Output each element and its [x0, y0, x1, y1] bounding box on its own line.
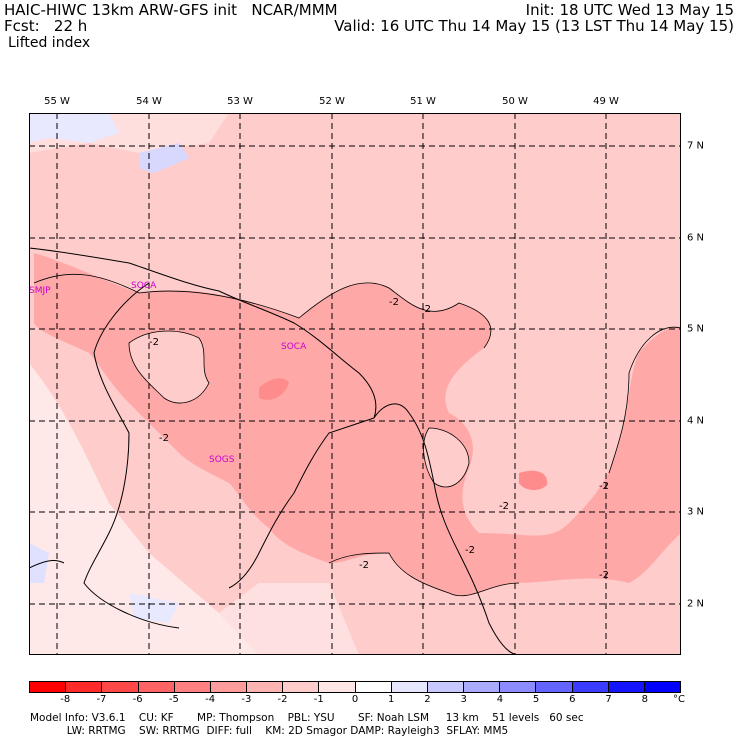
contour-label: -2	[499, 501, 509, 512]
colorbar-swatch	[427, 682, 465, 692]
colorbar-swatch	[644, 682, 681, 692]
lon-label: 51 W	[410, 96, 436, 107]
colorbar-tick-label: -1	[313, 694, 324, 705]
contour-label: -2	[599, 481, 609, 492]
colorbar-swatch	[283, 682, 320, 692]
contour-label: -2	[421, 304, 431, 315]
station-label: SOCA	[131, 281, 157, 291]
model-title: HAIC-HIWC 13km ARW-GFS init NCAR/MMM	[4, 1, 338, 19]
colorbar-unit: °C	[673, 694, 685, 705]
contour-label: -2	[465, 545, 475, 556]
colorbar-swatch	[30, 682, 67, 692]
contour-label: -2	[159, 433, 169, 444]
lon-label: 55 W	[44, 96, 70, 107]
lat-label: 5 N	[687, 323, 705, 335]
colorbar-swatch	[572, 682, 609, 692]
colorbar-swatch	[608, 682, 645, 692]
colorbar-swatch	[102, 682, 139, 692]
lat-label: 4 N	[687, 415, 705, 427]
contour-label: -2	[389, 297, 399, 308]
contour-label: -2	[149, 337, 159, 348]
colorbar-tick-label: -3	[241, 694, 252, 705]
colorbar-swatch	[391, 682, 428, 692]
colorbar-tick-label: -8	[60, 694, 71, 705]
colorbar-swatch	[210, 682, 248, 692]
lat-label: 7 N	[687, 140, 705, 152]
shade-region	[219, 583, 359, 655]
shade-region	[129, 331, 209, 403]
colorbar-tick-label: 6	[569, 694, 576, 705]
lat-label: 3 N	[687, 506, 705, 518]
colorbar-swatch	[138, 682, 175, 692]
colorbar-tick-label: 0	[351, 694, 359, 705]
colorbar-swatch	[174, 682, 211, 692]
field-name: Lifted index	[8, 35, 91, 51]
lon-label: 53 W	[227, 96, 253, 107]
colorbar-swatch	[500, 682, 537, 692]
colorbar-swatch	[536, 682, 573, 692]
colorbar-tick-label: 2	[424, 694, 431, 705]
lifted-index-map: SMJP SOCA SOCA SOGS -2 -2 -2 -2 -2 -2 -2…	[29, 113, 681, 655]
station-label: SMJP	[29, 286, 51, 296]
colorbar-tick-label: 3	[460, 694, 467, 705]
colorbar-swatch	[355, 682, 392, 692]
colorbar	[29, 681, 681, 693]
colorbar-tick-label: 8	[641, 694, 648, 705]
colorbar-swatch	[66, 682, 103, 692]
shade-region	[139, 143, 189, 173]
shade-region	[423, 428, 469, 487]
colorbar-swatch	[319, 682, 356, 692]
valid-time: Valid: 16 UTC Thu 14 May 15 (13 LST Thu …	[334, 17, 734, 35]
contour-label: -2	[359, 560, 369, 571]
colorbar-tick-label: -4	[205, 694, 216, 705]
contour-lines	[33, 273, 681, 597]
shade-region	[29, 363, 259, 655]
shade-region	[519, 470, 548, 491]
colorbar-swatch	[247, 682, 284, 692]
station-label: SOGS	[209, 455, 235, 465]
shade-region	[29, 543, 49, 583]
shade-region	[259, 378, 289, 400]
colorbar-tick-label: -7	[96, 694, 107, 705]
coastline	[29, 247, 520, 655]
station-label: SOCA	[281, 342, 307, 352]
lat-label: 6 N	[687, 232, 705, 244]
lon-label: 50 W	[502, 96, 528, 107]
init-time: Init: 18 UTC Wed 13 May 15	[525, 1, 734, 19]
shade-region	[129, 593, 179, 623]
graticule	[29, 113, 681, 655]
forecast-hour: Fcst: 22 h	[4, 17, 88, 35]
colorbar-swatch	[464, 682, 501, 692]
lon-label: 49 W	[593, 96, 619, 107]
colorbar-tick-label: 1	[388, 694, 395, 705]
model-info-line1: Model Info: V3.6.1 CU: KF MP: Thompson P…	[30, 712, 584, 724]
lat-label: 2 N	[687, 598, 705, 610]
shade-region	[29, 113, 119, 143]
contour-label: -2	[599, 570, 609, 581]
lon-label: 54 W	[136, 96, 162, 107]
model-info-line2: LW: RRTMG SW: RRTMG DIFF: full KM: 2D Sm…	[30, 725, 509, 737]
map-border	[29, 113, 681, 655]
colorbar-tick-label: -2	[277, 694, 288, 705]
colorbar-tick-label: 7	[605, 694, 612, 705]
lon-label: 52 W	[319, 96, 345, 107]
colorbar-tick-label: 5	[532, 694, 540, 705]
colorbar-tick-label: -6	[132, 694, 143, 705]
colorbar-tick-label: 4	[496, 694, 504, 705]
colorbar-tick-label: -5	[168, 694, 179, 705]
